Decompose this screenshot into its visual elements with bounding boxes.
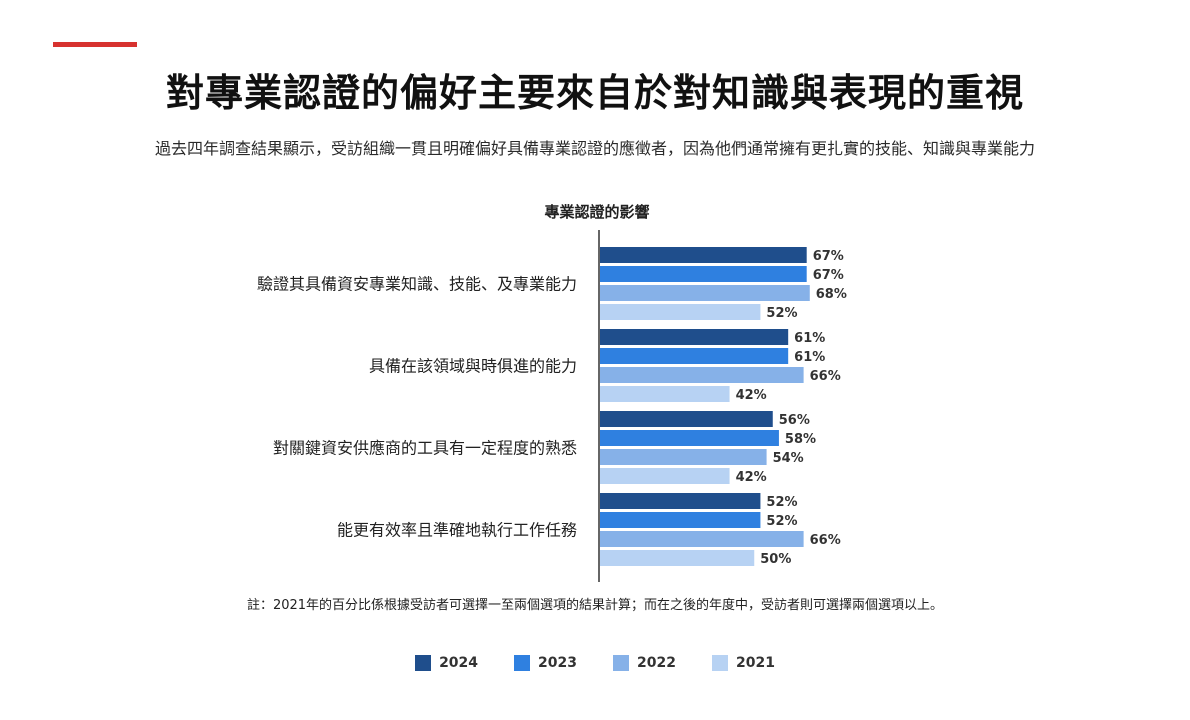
data-label: 50% (760, 552, 791, 567)
bar-2021 (600, 304, 761, 320)
legend-label-2021: 2021 (735, 655, 775, 671)
data-label: 52% (766, 514, 797, 529)
bar-chart: 驗證其具備資安專業知識、技能、及專業能力 67% 67% 68% 52% 具備在該領域與時… (257, 230, 847, 582)
legend-swatch-2022 (613, 655, 629, 671)
data-label: 66% (810, 533, 841, 548)
bar-2023 (600, 512, 761, 528)
data-label: 52% (766, 495, 797, 510)
legend-item-2022: 2022 (613, 655, 676, 671)
data-label: 42% (736, 388, 767, 403)
legend-item-2021: 2021 (711, 655, 775, 671)
bar-2022 (600, 367, 804, 383)
legend-swatch-2023 (514, 655, 531, 671)
legend-label-2023: 2023 (538, 655, 577, 671)
bar-2024 (600, 493, 761, 509)
legend-item-2023: 2023 (514, 655, 577, 671)
legend-swatch-2024 (415, 655, 432, 671)
legend: 2024 2023 2022 2021 (0, 655, 1190, 671)
category-label: 對關鍵資安供應商的工具有一定程度的熟悉 (273, 439, 577, 458)
legend-label-2022: 2022 (637, 655, 676, 671)
bar-2023 (600, 266, 807, 282)
page-title: 對專業認證的偏好主要來自於對知識與表現的重視 (165, 71, 1024, 115)
bar-2023 (600, 430, 779, 446)
footnote: 註：2021年的百分比係根據受訪者可選擇一至兩個選項的結果計算；而在之後的年度中… (246, 598, 944, 613)
bar-2024 (600, 247, 807, 263)
bar-2021 (600, 550, 755, 566)
chart-title: 專業認證的影響 (544, 203, 650, 221)
bar-2022 (600, 531, 804, 547)
data-label: 42% (736, 470, 767, 485)
data-label: 68% (816, 287, 847, 302)
data-label: 66% (810, 369, 841, 384)
legend-item-2024: 2024 (415, 655, 478, 671)
page-subtitle: 過去四年調查結果顯示，受訪組織一貫且明確偏好具備專業認證的應徵者，因為他們通常擁… (154, 139, 1035, 158)
category-label: 驗證其具備資安專業知識、技能、及專業能力 (257, 275, 577, 294)
data-label: 54% (773, 451, 804, 466)
accent-bar (53, 42, 137, 47)
bar-2022 (600, 449, 767, 465)
data-label: 58% (785, 432, 816, 447)
bar-2023 (600, 348, 789, 364)
bar-2024 (600, 329, 789, 345)
legend-label-2024: 2024 (439, 655, 479, 671)
data-label: 61% (794, 350, 825, 365)
bar-2024 (600, 411, 773, 427)
category-label: 能更有效率且準確地執行工作任務 (337, 521, 577, 540)
data-label: 67% (813, 249, 844, 264)
bar-2021 (600, 468, 730, 484)
category-label: 具備在該領域與時俱進的能力 (369, 357, 577, 376)
data-label: 61% (794, 331, 825, 346)
bar-2021 (600, 386, 730, 402)
legend-swatch-2021 (711, 655, 728, 671)
data-label: 56% (779, 413, 810, 428)
data-label: 52% (766, 306, 797, 321)
data-label: 67% (813, 268, 844, 283)
bar-2022 (600, 285, 810, 301)
